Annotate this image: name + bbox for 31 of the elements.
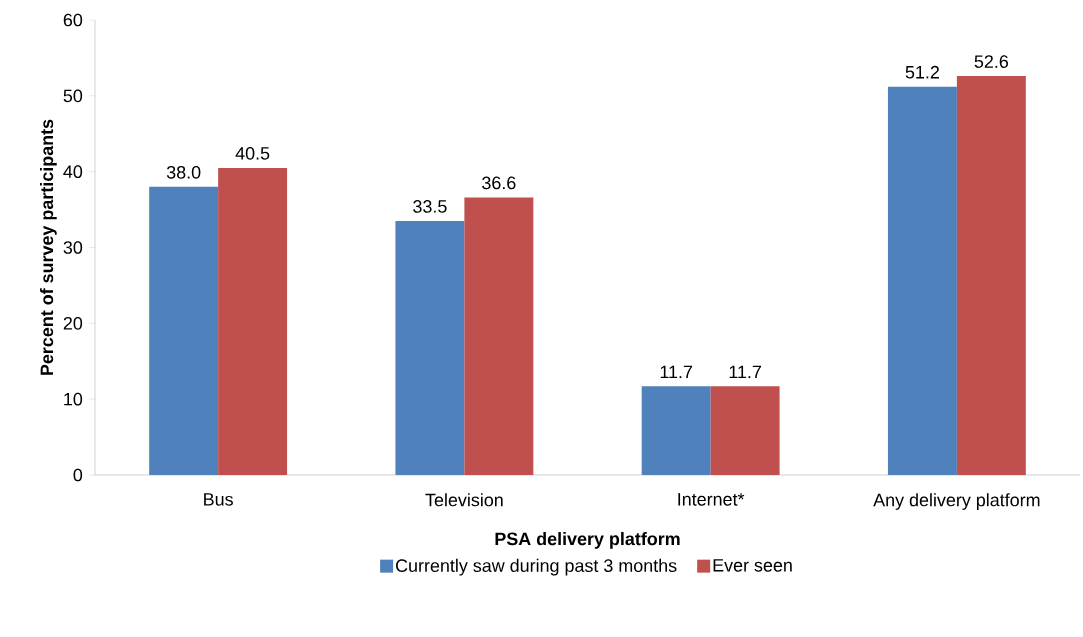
data-label: 33.5 — [413, 200, 447, 213]
data-label: 38.0 — [166, 165, 201, 179]
x-tick-label: Television — [425, 493, 503, 507]
bar — [710, 386, 780, 475]
y-tick-label: 60 — [63, 13, 83, 27]
legend-label: Ever seen — [713, 559, 792, 572]
y-tick-label: 40 — [63, 165, 83, 179]
legend-label: Currently saw during past 3 months — [396, 558, 677, 576]
y-tick-label: 20 — [63, 316, 83, 330]
y-tick-label: 30 — [63, 241, 83, 254]
data-label: 52.6 — [974, 55, 1009, 68]
x-tick-label: Bus — [204, 493, 233, 506]
y-tick-label: 10 — [64, 392, 83, 406]
bar — [464, 197, 534, 475]
y-tick-label: 0 — [73, 468, 83, 482]
y-tick-label: 50 — [63, 89, 83, 103]
bar — [887, 86, 957, 475]
bar — [641, 386, 711, 475]
data-label: 36.6 — [482, 176, 516, 190]
bar — [956, 76, 1026, 475]
data-label: 40.5 — [235, 146, 270, 160]
bar — [149, 186, 219, 475]
data-label: 11.7 — [660, 365, 693, 379]
bar — [395, 220, 465, 475]
x-axis-title: PSA delivery platform — [495, 532, 680, 549]
data-label: 51.2 — [905, 65, 939, 79]
x-tick-label: Internet* — [678, 493, 745, 506]
x-tick-label: Any delivery platform — [873, 493, 1040, 510]
y-axis-title: Percent of survey participants — [40, 119, 57, 375]
bar — [218, 167, 288, 475]
data-label: 11.7 — [729, 365, 761, 379]
